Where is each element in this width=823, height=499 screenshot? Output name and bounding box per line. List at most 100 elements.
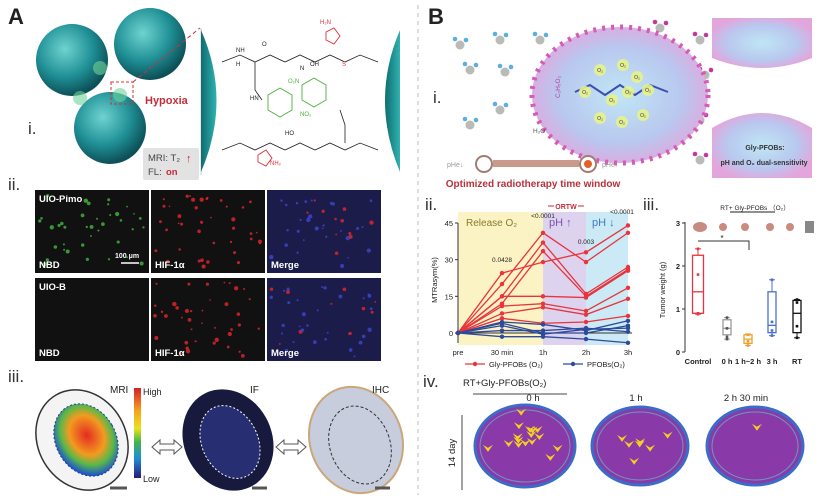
fluorescence-signal <box>46 262 49 265</box>
oxygen-label: O₂ <box>620 63 626 69</box>
fluorescence-signal <box>80 243 85 247</box>
fluorescence-signal <box>228 282 231 285</box>
schematic-title: Optimized radiotherapy time window <box>446 179 621 190</box>
fluorescence-signal <box>142 226 145 229</box>
if-region <box>199 405 261 479</box>
sublabel-b-iv: iv. <box>423 372 439 391</box>
x-tick-label: 30 min <box>491 348 514 357</box>
fluorescence-signal <box>194 206 198 210</box>
fluorescence-signal <box>159 220 162 224</box>
fluorescence-signal <box>313 199 316 202</box>
fluorescence-signal <box>210 216 212 219</box>
fluorescence-signal <box>205 282 210 286</box>
fluorescence-signal <box>326 331 329 334</box>
fluorescence-signal <box>42 262 47 267</box>
fluorescence-signal <box>57 223 61 228</box>
fluorescence-signal <box>126 256 129 259</box>
fluorescence-signal <box>164 314 168 318</box>
microscopy-image <box>151 190 265 273</box>
fluorescence-signal <box>304 200 308 204</box>
fluorescence-signal <box>199 197 204 202</box>
fluorescence-signal <box>284 243 288 247</box>
fluorescence-signal <box>361 226 364 229</box>
tumor-photo <box>693 222 707 232</box>
molecule-atom <box>465 120 475 130</box>
fluorescence-signal <box>49 225 54 230</box>
fluorescence-signal <box>107 203 110 206</box>
x-tick-label: 3h <box>624 348 632 357</box>
x-tick-label: 2h <box>582 348 590 357</box>
tumor-photo <box>741 223 749 231</box>
structure-atom-label: S <box>342 62 346 68</box>
fluorescence-signal <box>296 229 300 233</box>
colorbar <box>134 388 141 478</box>
fluorescence-signal <box>40 216 43 220</box>
data-point <box>770 329 774 332</box>
fluorescence-signal <box>165 228 168 232</box>
mri-section <box>35 389 129 491</box>
x-tick-label: pre <box>453 348 464 357</box>
fluorescence-signal <box>369 199 373 202</box>
arrow-marker-icon <box>527 438 538 446</box>
molecule-atom <box>695 35 705 45</box>
fluorescence-signal <box>219 199 223 202</box>
structure-atom-label: NH₂ <box>270 161 282 167</box>
fluorescence-signal <box>85 257 89 262</box>
fluorescence-signal <box>212 241 216 245</box>
microscopy-image <box>35 190 149 273</box>
y-tick-label: 0 <box>449 329 453 338</box>
y-axis-label: Tumor weight (g) <box>658 261 667 318</box>
fluorescence-signal <box>201 322 203 325</box>
y-axis-label: MTRasym(%) <box>430 257 439 303</box>
molecule-atom <box>703 32 709 38</box>
water-label: H₂O <box>533 128 545 135</box>
molecule-atom <box>543 32 549 38</box>
fluorescence-signal <box>249 237 253 241</box>
molecule-atom <box>652 19 658 25</box>
molecule-atom <box>455 40 465 50</box>
data-point <box>540 240 546 245</box>
fluorescence-signal <box>236 261 241 265</box>
fluorescence-signal <box>160 310 164 314</box>
arrow-marker-icon <box>534 432 545 440</box>
channel-label: NBD <box>39 348 60 359</box>
group-label: UIO-B <box>39 282 66 293</box>
fluorescence-signal <box>53 245 58 249</box>
timepoint-label: 0 h <box>526 393 539 404</box>
structure-atom-label: H₂N <box>320 20 331 26</box>
fluorescence-signal <box>227 331 232 337</box>
arrow-marker-icon <box>634 440 645 448</box>
molecule-atom <box>462 61 468 67</box>
colorbar-low: Low <box>143 474 160 484</box>
data-point <box>625 268 631 273</box>
oxygen-bubble <box>617 59 629 71</box>
ph-low-label: pHe↓ <box>447 162 463 169</box>
data-point <box>540 322 546 327</box>
oxygen-bubble <box>637 109 649 121</box>
box <box>691 254 705 314</box>
fluorescence-signal <box>213 326 216 329</box>
fluorescence-signal <box>361 334 366 339</box>
arrow-marker-icon <box>513 422 524 430</box>
data-point <box>625 223 631 228</box>
data-point <box>499 303 505 309</box>
fluorescence-signal <box>185 349 191 354</box>
mri-label: MRI <box>110 385 128 396</box>
chemical-structure <box>200 27 400 175</box>
molecule-atom <box>708 67 714 73</box>
fluorescence-signal <box>369 220 374 225</box>
fluorescence-signal <box>356 226 360 231</box>
fluorescence-signal <box>292 341 295 343</box>
molecule-atom <box>497 63 503 69</box>
fluorescence-signal <box>362 297 365 300</box>
data-point <box>725 316 729 319</box>
fluorescence-signal <box>153 313 157 318</box>
ihc-region <box>328 405 392 485</box>
data-point <box>625 230 631 235</box>
channel-label: Merge <box>271 348 299 359</box>
fluorescence-signal <box>89 224 94 229</box>
fluorescence-signal <box>90 235 92 238</box>
data-point <box>770 334 774 337</box>
fluorescence-signal <box>369 307 373 311</box>
